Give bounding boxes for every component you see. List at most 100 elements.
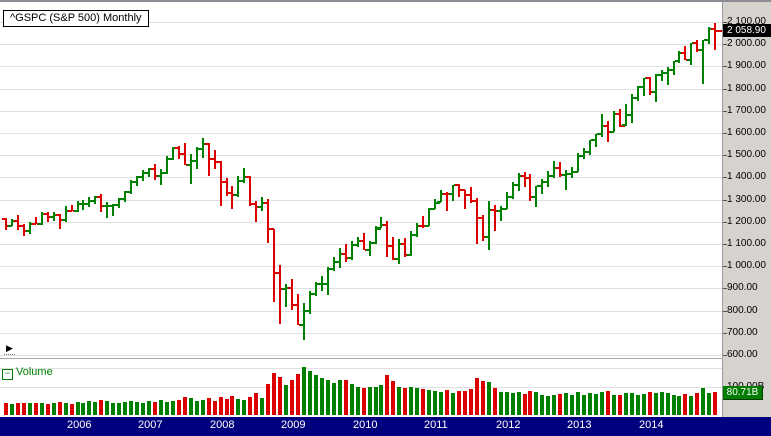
ohlc-bar bbox=[637, 86, 639, 101]
open-tick bbox=[586, 151, 590, 153]
price-axis-tick-label: 2 000.00 bbox=[727, 38, 766, 49]
ohlc-bar bbox=[309, 291, 311, 314]
open-tick bbox=[675, 60, 679, 62]
price-axis-tick-label: 1 500.00 bbox=[727, 149, 766, 160]
open-tick bbox=[526, 177, 530, 179]
volume-bar bbox=[99, 400, 103, 415]
ohlc-bar bbox=[708, 27, 710, 44]
ohlc-bar bbox=[178, 146, 180, 159]
volume-gridline bbox=[0, 368, 722, 369]
ohlc-bar bbox=[65, 206, 67, 222]
volume-bar bbox=[183, 397, 187, 415]
open-tick bbox=[383, 224, 387, 226]
open-tick bbox=[44, 213, 48, 215]
volume-bar bbox=[362, 388, 366, 415]
open-tick bbox=[622, 124, 626, 126]
volume-bar bbox=[594, 394, 598, 415]
volume-bar bbox=[588, 393, 592, 415]
ohlc-bar bbox=[464, 190, 466, 209]
open-tick bbox=[437, 201, 441, 203]
pane-expander-button[interactable]: ▶ bbox=[3, 343, 19, 357]
volume-bar bbox=[46, 404, 50, 415]
volume-bar bbox=[493, 388, 497, 415]
open-tick bbox=[157, 175, 161, 177]
chart-plot-area[interactable] bbox=[0, 0, 723, 417]
open-tick bbox=[670, 69, 674, 71]
open-tick bbox=[68, 210, 72, 212]
volume-bar bbox=[636, 395, 640, 415]
price-gridline bbox=[0, 333, 722, 334]
chart-title: ^GSPC (S&P 500) Monthly bbox=[3, 10, 149, 27]
price-gridline bbox=[0, 222, 722, 223]
price-axis-tick-label: 1 200.00 bbox=[727, 216, 766, 227]
volume-bar bbox=[433, 391, 437, 415]
open-tick bbox=[300, 324, 304, 326]
price-axis-tick-mark bbox=[723, 177, 727, 178]
open-tick bbox=[20, 225, 24, 227]
open-tick bbox=[693, 42, 697, 44]
ohlc-bar bbox=[369, 241, 371, 256]
open-tick bbox=[705, 39, 709, 41]
ohlc-bar bbox=[47, 212, 49, 222]
ohlc-bar bbox=[696, 40, 698, 52]
open-tick bbox=[32, 223, 36, 225]
volume-bar bbox=[153, 402, 157, 415]
volume-bar bbox=[463, 391, 467, 415]
price-gridline bbox=[0, 288, 722, 289]
open-tick bbox=[681, 52, 685, 54]
ohlc-bar bbox=[23, 224, 25, 236]
open-tick bbox=[103, 205, 107, 207]
year-label: 2011 bbox=[424, 419, 448, 431]
open-tick bbox=[56, 214, 60, 216]
ohlc-bar bbox=[154, 164, 156, 180]
volume-bar bbox=[397, 387, 401, 415]
volume-bar bbox=[248, 397, 252, 415]
ohlc-bar bbox=[291, 279, 293, 310]
volume-panel-label: Volume bbox=[16, 366, 53, 378]
volume-bar bbox=[630, 393, 634, 415]
open-tick bbox=[491, 209, 495, 211]
ohlc-bar bbox=[440, 190, 442, 202]
ohlc-bar bbox=[589, 140, 591, 155]
open-tick bbox=[199, 148, 203, 150]
open-tick bbox=[270, 228, 274, 230]
open-tick bbox=[389, 245, 393, 247]
price-gridline bbox=[0, 177, 722, 178]
price-axis-tick-label: 1 300.00 bbox=[727, 194, 766, 205]
volume-bar bbox=[624, 393, 628, 415]
volume-bar bbox=[582, 395, 586, 415]
open-tick bbox=[473, 200, 477, 202]
volume-bar bbox=[374, 387, 378, 415]
volume-bar bbox=[290, 380, 294, 415]
open-tick bbox=[610, 131, 614, 133]
volume-bar bbox=[415, 388, 419, 415]
date-axis: 2006 2007 2008 2009 2010 2011 2012 2013 2014 bbox=[0, 417, 771, 436]
open-tick bbox=[294, 304, 298, 306]
price-axis-tick-label: 1 100.00 bbox=[727, 238, 766, 249]
volume-bar bbox=[58, 402, 62, 415]
price-axis-tick-label: 900.00 bbox=[727, 282, 758, 293]
price-gridline bbox=[0, 89, 722, 90]
ohlc-bar bbox=[208, 143, 210, 176]
open-tick bbox=[234, 194, 238, 196]
volume-bar bbox=[260, 398, 264, 415]
ohlc-bar bbox=[404, 238, 406, 257]
volume-collapse-icon[interactable]: − bbox=[2, 369, 13, 380]
ohlc-bar bbox=[106, 202, 108, 218]
price-axis-tick-mark bbox=[723, 333, 727, 334]
volume-bar bbox=[600, 392, 604, 415]
ohlc-bar bbox=[524, 172, 526, 187]
ohlc-bar bbox=[553, 161, 555, 178]
volume-bar bbox=[111, 403, 115, 415]
volume-bar bbox=[505, 392, 509, 415]
volume-bar bbox=[165, 402, 169, 415]
open-tick bbox=[687, 59, 691, 61]
volume-bar bbox=[302, 367, 306, 415]
price-axis-tick-mark bbox=[723, 288, 727, 289]
volume-bar bbox=[391, 381, 395, 415]
volume-bar bbox=[499, 392, 503, 415]
price-axis-panel[interactable]: 100.00B 2 100.002 000.001 900.001 800.00… bbox=[723, 2, 771, 417]
price-axis-tick-mark bbox=[723, 222, 727, 223]
open-tick bbox=[324, 283, 328, 285]
price-gridline bbox=[0, 44, 722, 45]
